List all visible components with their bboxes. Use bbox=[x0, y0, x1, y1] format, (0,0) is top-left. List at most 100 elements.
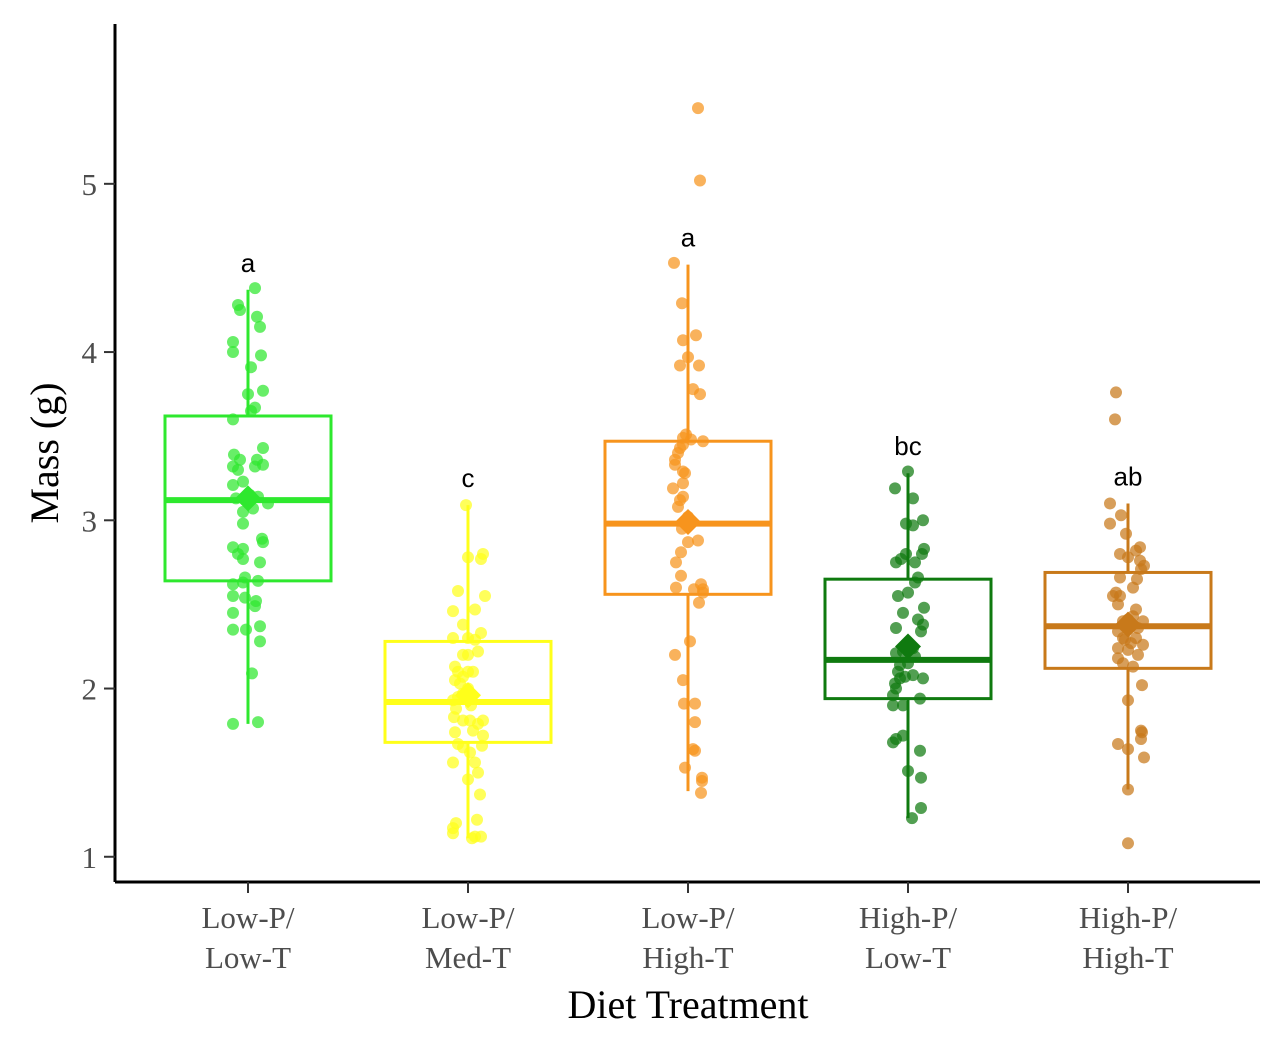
data-point bbox=[462, 551, 474, 564]
significance-letter: bc bbox=[894, 431, 921, 461]
data-point bbox=[902, 586, 914, 599]
data-point bbox=[675, 569, 687, 582]
data-point bbox=[254, 635, 266, 648]
data-point bbox=[249, 282, 261, 295]
y-tick-label: 2 bbox=[82, 672, 98, 707]
data-point bbox=[907, 519, 919, 532]
x-axis-title: Diet Treatment bbox=[567, 982, 808, 1027]
y-axis-ticks: 1 2 3 4 5 bbox=[82, 167, 115, 875]
data-point bbox=[697, 435, 709, 448]
data-point bbox=[689, 697, 701, 710]
y-tick-label: 4 bbox=[82, 335, 98, 370]
data-point bbox=[254, 620, 266, 633]
data-point bbox=[689, 716, 701, 729]
data-point bbox=[675, 546, 687, 559]
x-tick-label-line: High-P/ bbox=[859, 900, 958, 935]
data-point bbox=[227, 578, 239, 591]
data-point bbox=[670, 581, 682, 594]
data-point bbox=[687, 743, 699, 756]
y-tick-label: 3 bbox=[82, 503, 98, 538]
data-point bbox=[475, 627, 487, 640]
data-point bbox=[1122, 694, 1134, 707]
data-point bbox=[254, 320, 266, 333]
data-point bbox=[252, 574, 264, 587]
data-point bbox=[460, 499, 472, 512]
data-point bbox=[914, 744, 926, 757]
data-point bbox=[242, 388, 254, 401]
group-1: a bbox=[163, 248, 333, 730]
data-point bbox=[227, 541, 239, 554]
data-point bbox=[692, 102, 704, 115]
data-point bbox=[245, 404, 257, 417]
x-tick-label-line: High-T bbox=[1082, 940, 1173, 975]
data-point bbox=[239, 591, 251, 604]
data-point bbox=[918, 542, 930, 555]
data-point bbox=[909, 556, 921, 569]
data-point bbox=[449, 660, 461, 673]
data-point bbox=[457, 618, 469, 631]
x-tick-label: Low-P/Low-T bbox=[202, 900, 295, 975]
data-point bbox=[227, 717, 239, 730]
data-point bbox=[237, 517, 249, 530]
data-point bbox=[692, 534, 704, 547]
data-point bbox=[1135, 724, 1147, 737]
data-point bbox=[889, 482, 901, 495]
data-point bbox=[677, 334, 689, 347]
data-point bbox=[457, 714, 469, 727]
y-tick-label: 1 bbox=[82, 840, 98, 875]
data-point bbox=[676, 297, 688, 310]
data-point bbox=[227, 606, 239, 619]
x-tick-label: High-P/Low-T bbox=[859, 900, 958, 975]
data-point bbox=[1138, 751, 1150, 764]
data-point bbox=[1114, 547, 1126, 560]
data-point bbox=[228, 448, 240, 461]
group-2: c bbox=[383, 463, 553, 845]
data-point bbox=[1130, 603, 1142, 616]
data-point bbox=[475, 830, 487, 843]
data-point bbox=[674, 359, 686, 372]
data-point bbox=[467, 665, 479, 678]
data-point bbox=[252, 716, 264, 729]
data-point bbox=[474, 788, 486, 801]
data-point bbox=[227, 413, 239, 426]
data-point bbox=[245, 361, 257, 374]
data-point bbox=[684, 635, 696, 648]
x-tick-label-line: Low-P/ bbox=[422, 900, 515, 935]
significance-letter: ab bbox=[1114, 461, 1143, 491]
data-point bbox=[472, 645, 484, 658]
data-point bbox=[907, 669, 919, 682]
data-point bbox=[232, 298, 244, 311]
significance-letter: c bbox=[462, 463, 475, 493]
data-point bbox=[906, 812, 918, 825]
data-point bbox=[897, 699, 909, 712]
data-point bbox=[452, 738, 464, 751]
data-point bbox=[670, 556, 682, 569]
data-point bbox=[897, 729, 909, 742]
data-point bbox=[471, 813, 483, 826]
data-point bbox=[695, 786, 707, 799]
data-point bbox=[1136, 679, 1148, 692]
data-point bbox=[447, 756, 459, 769]
x-tick-label-line: Low-P/ bbox=[642, 900, 735, 935]
y-tick-label: 5 bbox=[82, 167, 98, 202]
data-point bbox=[1110, 586, 1122, 599]
data-point bbox=[477, 729, 489, 742]
data-point bbox=[469, 603, 481, 616]
data-point bbox=[237, 542, 249, 555]
data-point bbox=[690, 329, 702, 342]
data-point bbox=[1122, 837, 1134, 850]
box bbox=[823, 577, 993, 701]
mean-marker bbox=[1115, 611, 1141, 638]
data-point bbox=[479, 590, 491, 602]
data-point bbox=[1127, 660, 1139, 673]
data-point bbox=[256, 532, 268, 545]
plot-marks: a c a bc ab bbox=[163, 102, 1213, 850]
data-point bbox=[693, 596, 705, 609]
data-point bbox=[240, 623, 252, 636]
data-point bbox=[477, 714, 489, 727]
x-tick-label-line: Low-T bbox=[865, 940, 951, 975]
data-point bbox=[907, 492, 919, 505]
data-point bbox=[1132, 648, 1144, 661]
data-point bbox=[246, 667, 258, 680]
x-tick-label-line: Med-T bbox=[425, 940, 511, 975]
